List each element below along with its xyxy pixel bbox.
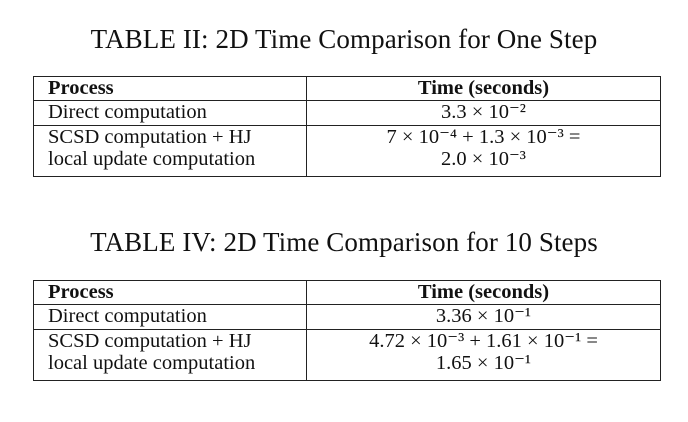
- table-header-row: Process Time (seconds): [33, 76, 661, 101]
- time-cell: 3.36 × 10⁻¹: [306, 304, 661, 330]
- process-line: SCSD computation + HJ: [48, 126, 252, 148]
- table-caption: TABLE II: 2D Time Comparison for One Ste…: [90, 24, 598, 54]
- time-header: Time (seconds): [306, 76, 661, 101]
- process-line: local update computation: [48, 352, 256, 374]
- process-header: Process: [33, 76, 307, 101]
- process-cell: SCSD computation + HJ local update compu…: [33, 329, 307, 381]
- time-header: Time (seconds): [306, 280, 661, 305]
- time-comparison-table: Process Time (seconds) Direct computatio…: [33, 280, 661, 381]
- process-line: local update computation: [48, 148, 256, 170]
- time-cell: 3.3 × 10⁻²: [306, 100, 661, 126]
- time-line: 1.65 × 10⁻¹: [435, 352, 532, 374]
- process-line: SCSD computation + HJ: [48, 330, 252, 352]
- table-caption: TABLE IV: 2D Time Comparison for 10 Step…: [90, 227, 598, 257]
- process-cell: SCSD computation + HJ local update compu…: [33, 125, 307, 177]
- time-comparison-table: Process Time (seconds) Direct computatio…: [33, 76, 661, 177]
- time-line: 3.3 × 10⁻²: [441, 101, 526, 123]
- process-line: Direct computation: [48, 101, 207, 123]
- time-cell: 7 × 10⁻⁴ + 1.3 × 10⁻³ = 2.0 × 10⁻³: [306, 125, 661, 177]
- table-header-row: Process Time (seconds): [33, 280, 661, 305]
- table-row: SCSD computation + HJ local update compu…: [33, 125, 661, 177]
- process-line: Direct computation: [48, 305, 207, 327]
- time-cell: 4.72 × 10⁻³ + 1.61 × 10⁻¹ = 1.65 × 10⁻¹: [306, 329, 661, 381]
- time-line: 7 × 10⁻⁴ + 1.3 × 10⁻³ =: [386, 126, 581, 148]
- process-cell: Direct computation: [33, 304, 307, 330]
- time-line: 4.72 × 10⁻³ + 1.61 × 10⁻¹ =: [369, 330, 598, 352]
- table-row: Direct computation 3.3 × 10⁻²: [33, 100, 661, 126]
- process-header: Process: [33, 280, 307, 305]
- table-row: Direct computation 3.36 × 10⁻¹: [33, 304, 661, 330]
- table-row: SCSD computation + HJ local update compu…: [33, 329, 661, 381]
- process-cell: Direct computation: [33, 100, 307, 126]
- time-line: 3.36 × 10⁻¹: [435, 305, 532, 327]
- time-line: 2.0 × 10⁻³: [441, 148, 526, 170]
